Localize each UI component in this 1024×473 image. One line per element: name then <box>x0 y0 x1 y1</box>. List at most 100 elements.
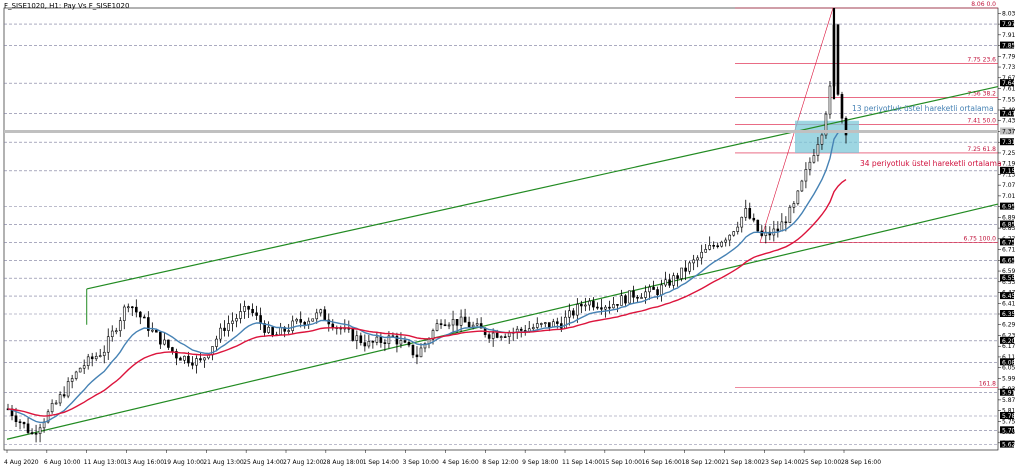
candle-body <box>247 306 250 310</box>
candle-body <box>788 206 792 223</box>
y-tick-label: 8.03 <box>1002 10 1016 17</box>
candle-body <box>796 190 800 204</box>
candle-body <box>167 339 170 348</box>
candle-body <box>243 306 246 312</box>
ema-34-line <box>7 179 847 417</box>
candle-body <box>471 324 475 328</box>
candle-body <box>255 312 258 316</box>
candle-body <box>395 335 399 345</box>
candle-body <box>636 296 639 299</box>
candle-body <box>632 290 635 298</box>
candle-body <box>118 320 122 332</box>
candle-body <box>564 316 567 329</box>
candle-body <box>235 318 238 322</box>
candle-body <box>800 180 804 192</box>
candle-body <box>656 289 659 296</box>
ema-13-line <box>7 129 847 424</box>
candle-body <box>110 330 114 338</box>
candle-body <box>26 423 30 433</box>
candle-body <box>291 320 294 331</box>
candle-body <box>728 234 732 241</box>
x-tick-label: 11 Sep 14:00 <box>562 459 602 466</box>
candle-body <box>736 226 740 232</box>
x-tick-label: 8 Sep 12:00 <box>482 459 518 466</box>
candle-body <box>38 427 42 434</box>
candle-body <box>355 335 359 341</box>
x-tick-label: 15 Sep 10:00 <box>602 459 642 466</box>
candle-body <box>652 286 655 290</box>
candle-body <box>495 332 499 338</box>
candle-body <box>535 323 539 328</box>
candle-body <box>90 356 94 360</box>
candle-body <box>323 309 327 321</box>
candle-body <box>479 323 483 329</box>
fib-label: 8.06 0.0 <box>971 1 996 8</box>
candle-body <box>359 335 363 343</box>
candle-body <box>704 249 707 253</box>
price-marker <box>1000 138 1014 146</box>
candle-body <box>423 343 427 349</box>
candle-body <box>351 328 355 341</box>
candle-body <box>279 327 282 335</box>
candle-body <box>58 394 62 404</box>
candle-body <box>588 300 591 306</box>
marked-tick-label: 6.20 <box>1002 338 1016 345</box>
fib-label: 161.8 <box>979 380 996 387</box>
price-marker <box>1000 440 1014 448</box>
annotations: 13 periyotluk üstel hareketli ortalama 34… <box>852 104 1002 168</box>
candle-body <box>271 326 274 336</box>
candle-body <box>568 310 571 318</box>
price-marker <box>1000 310 1014 317</box>
candle-body <box>419 347 423 358</box>
candle-body <box>644 291 647 298</box>
candle-body <box>708 245 711 250</box>
candle-body <box>98 355 102 357</box>
x-tick-label: 27 Aug 12:00 <box>283 459 324 466</box>
candle-body <box>267 326 270 333</box>
price-grid <box>3 7 999 451</box>
x-tick-label: 18 Sep 12:00 <box>682 459 722 466</box>
y-tick-label: 6.89 <box>1002 214 1016 221</box>
candle-body <box>676 275 679 279</box>
candle-body <box>371 341 375 343</box>
x-tick-label: 13 Aug 16:00 <box>124 459 165 466</box>
price-marker <box>1000 256 1014 264</box>
price-marker <box>1000 41 1014 49</box>
candle-body <box>503 336 507 338</box>
marked-tick-label: 7.31 <box>1002 139 1016 146</box>
candle-body <box>463 316 467 323</box>
marked-tick-label: 7.97 <box>1002 21 1016 28</box>
candle-body <box>114 330 118 333</box>
x-tick-label: 16 Sep 16:00 <box>642 459 682 466</box>
candle-body <box>187 355 190 364</box>
candle-body <box>499 336 503 338</box>
candle-body <box>46 411 50 423</box>
candle-body <box>139 311 142 318</box>
candle-body <box>367 341 371 347</box>
candle-body <box>592 300 595 308</box>
y-tick-label: 7.67 <box>1002 75 1016 82</box>
candle-body <box>163 339 166 345</box>
candle-body <box>171 347 174 352</box>
candles <box>6 8 848 443</box>
candle-body <box>668 279 671 286</box>
candle-body <box>744 208 748 218</box>
candle-body <box>203 357 206 361</box>
y-tick-label: 5.99 <box>1002 375 1016 382</box>
candle-body <box>716 245 719 248</box>
price-marker <box>1000 109 1014 117</box>
marked-tick-label: 5.78 <box>1002 413 1016 420</box>
candle-body <box>155 329 158 333</box>
y-tick-label: 6.05 <box>1002 365 1016 372</box>
candle-body <box>812 155 816 163</box>
candle-body <box>828 85 832 115</box>
candle-body <box>227 323 230 331</box>
candle-body <box>263 323 266 333</box>
x-tick-label: 19 Aug 10:00 <box>163 459 204 466</box>
candle-body <box>756 219 760 232</box>
candle-body <box>387 335 391 344</box>
fib-label: 6.75 100.0 <box>964 235 997 242</box>
candle-body <box>804 169 808 182</box>
candle-body <box>455 319 459 326</box>
